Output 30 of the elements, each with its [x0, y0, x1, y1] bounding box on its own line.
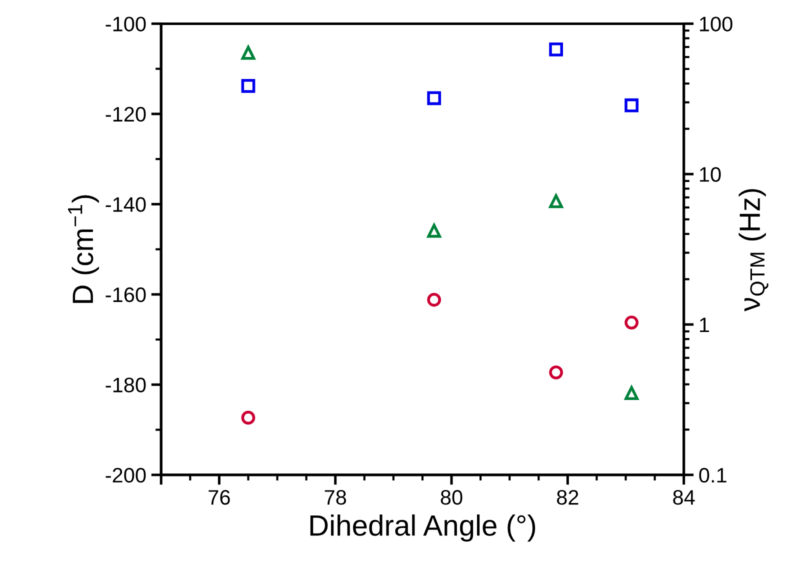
y2-tick-label: 10 [700, 167, 721, 182]
y-tick-label: -200 [106, 468, 146, 483]
y2-axis-title: ν$_{QTM}$ (Hz) [738, 189, 768, 312]
point [427, 91, 442, 106]
y-tick-label: -100 [106, 16, 146, 32]
point [624, 316, 638, 330]
point [241, 410, 256, 425]
x-tick-label: 78 [324, 490, 346, 505]
x-tick-label: 80 [440, 490, 462, 505]
x-tick-label: 84 [673, 490, 695, 505]
x-tick-label: 76 [208, 490, 230, 505]
y-tick-label: -160 [106, 287, 146, 302]
y-tick-label: -120 [106, 106, 146, 122]
point [624, 386, 638, 400]
y-tick-label: -180 [106, 378, 146, 392]
point [427, 292, 442, 307]
y2-tick-label: 0.1 [699, 468, 726, 483]
y-tick-label: -140 [106, 197, 146, 212]
point [624, 98, 638, 112]
y2-tick-label: 1 [700, 318, 709, 332]
x-tick-label: 82 [556, 490, 578, 505]
point [427, 224, 442, 238]
y-axis-title: D (cm$^{−1}$) [68, 195, 99, 303]
point [241, 46, 256, 60]
point [549, 194, 563, 208]
y2-tick-label: 100 [700, 16, 732, 32]
x-axis-title: Dihedral Angle (°) [310, 514, 536, 542]
point [549, 365, 563, 380]
point [549, 42, 563, 56]
point [241, 79, 256, 93]
